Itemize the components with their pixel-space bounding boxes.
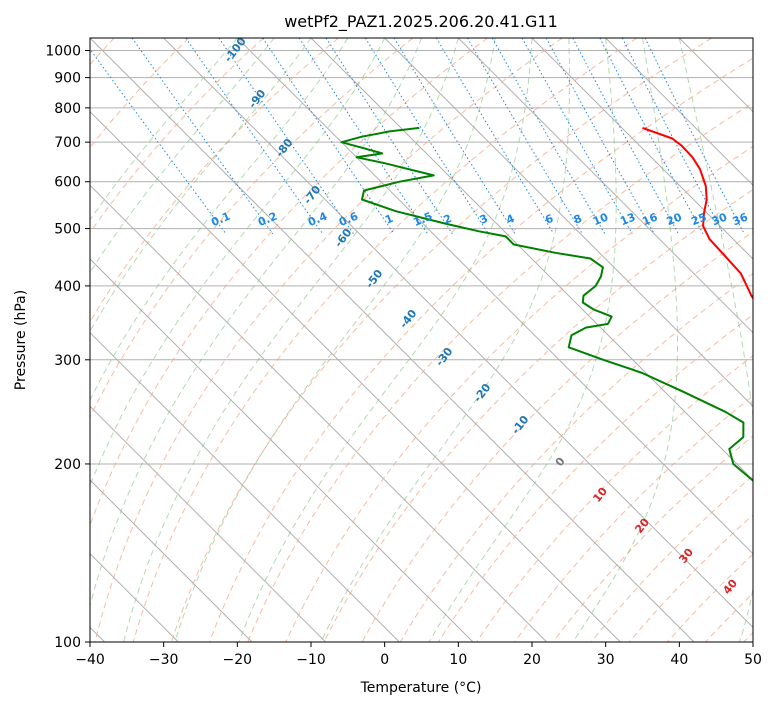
mixing-ratio-line: [325, 38, 453, 235]
mixing-ratio-line: [298, 38, 429, 235]
isotherm-line: [90, 110, 621, 642]
mixing-ratio-line: [435, 38, 555, 235]
mixing-ratio-line: [218, 38, 354, 235]
y-tick-label: 800: [54, 101, 81, 117]
temperature-profile-line: [642, 126, 753, 301]
dry-adiabat-line: [247, 102, 753, 642]
y-tick-label: 1000: [45, 44, 81, 60]
isotherm-line: [236, 38, 753, 555]
y-tick-label: 200: [54, 457, 81, 473]
moist-adiabat-line: [572, 38, 678, 642]
mixing-ratio-label: 20: [665, 210, 684, 228]
x-tick-label: 20: [523, 652, 541, 668]
moist-adiabat-line: [320, 38, 570, 642]
y-tick-label: 400: [54, 279, 81, 295]
x-tick-label: −40: [75, 652, 105, 668]
isotherm-line: [90, 184, 548, 642]
mixing-ratio-line: [262, 38, 395, 235]
dry-adiabat-line: [285, 145, 753, 642]
mixing-ratio-line: [393, 38, 516, 235]
mixing-ratio-line: [521, 38, 633, 235]
moist-adiabat-line: [90, 38, 238, 221]
dry-adiabat-line: [170, 38, 712, 642]
plot-area-background: [90, 38, 753, 642]
isotherm-line: [531, 38, 753, 260]
moist-adiabat-line: [90, 38, 275, 274]
x-tick-label: 40: [670, 652, 688, 668]
y-tick-label: 700: [54, 135, 81, 151]
axes: −40 −30 −20 −10 0 10 20 30 40 50 1000 900 800 700 600 5…: [45, 44, 762, 668]
data-series: [340, 126, 753, 482]
moist-adiabat-line: [238, 38, 533, 642]
x-tick-label: 10: [449, 652, 467, 668]
mixing-ratio-line: [644, 38, 745, 235]
dry-adiabat-line: [132, 38, 638, 642]
mixing-ratio-label: 1: [383, 212, 395, 227]
x-axis-title: Temperature (°C): [360, 680, 482, 696]
moist-adiabat-line: [90, 38, 349, 402]
plot-frame: [89, 37, 754, 643]
y-tick-label: 900: [54, 71, 81, 87]
moist-adiabat-line: [678, 38, 753, 642]
mixing-ratio-line: [545, 38, 655, 235]
x-tick-label: −20: [223, 652, 253, 668]
mixing-ratio-label: 10: [591, 210, 610, 228]
background-lines: [90, 38, 753, 642]
y-tick-label: 500: [54, 222, 81, 238]
dry-adiabat-line: [90, 38, 414, 419]
dry-adiabat-line: [476, 354, 753, 642]
dry-adiabat-line: [90, 38, 264, 234]
y-tick-label: 100: [54, 635, 81, 651]
moist-adiabat-line: [90, 38, 422, 608]
y-axis-title: Pressure (hPa): [13, 290, 29, 390]
mixing-ratio-label: 30: [710, 210, 729, 228]
isotherm-line: [457, 38, 753, 334]
mixing-ratio-label: 8: [572, 212, 584, 227]
isotherm-line: [752, 38, 753, 39]
isotherm-line: [163, 38, 753, 629]
isotherm-line: [90, 479, 253, 642]
mixing-ratio-label: 25: [689, 210, 708, 228]
y-tick-label: 600: [54, 175, 81, 191]
x-tick-label: 50: [744, 652, 762, 668]
mixing-ratio-label: 3: [478, 212, 490, 227]
isotherm-line: [90, 258, 474, 642]
dry-adiabat-line: [94, 38, 563, 642]
y-tick-label: 300: [54, 353, 81, 369]
mixing-ratio-label: 16: [640, 210, 659, 228]
dry-adiabat-line: [90, 38, 339, 323]
dry-adiabat-line: [323, 188, 753, 642]
mixing-ratio-label: 2: [442, 212, 454, 227]
moist-adiabat-line: [90, 38, 386, 487]
isotherm-line: [384, 38, 753, 408]
mixing-ratio-line: [364, 38, 489, 235]
x-tick-label: 0: [380, 652, 389, 668]
mixing-ratio-line: [185, 38, 324, 235]
dry-adiabat-line: [209, 57, 753, 642]
chart-title: wetPf2_PAZ1.2025.206.20.41.G11: [284, 12, 558, 32]
isotherm-line: [605, 38, 753, 187]
mixing-ratio-line: [621, 38, 724, 235]
moist-adiabat-line: [174, 38, 496, 642]
dry-adiabat-line: [514, 395, 753, 642]
isotherm-line: [90, 405, 327, 642]
x-tick-label: 30: [597, 652, 615, 668]
dewpoint-profile-line: [340, 126, 753, 482]
x-tick-label: −30: [149, 652, 179, 668]
mixing-ratio-label: 36: [731, 210, 750, 228]
moist-adiabat-line: [123, 38, 459, 642]
moist-adiabat-line: [90, 38, 312, 333]
x-tick-label: −10: [296, 652, 326, 668]
mixing-ratio-label: 13: [618, 210, 637, 228]
moist-adiabat-line: [428, 38, 617, 642]
isotherm-line: [90, 331, 400, 642]
mixing-ratio-line: [131, 38, 274, 235]
